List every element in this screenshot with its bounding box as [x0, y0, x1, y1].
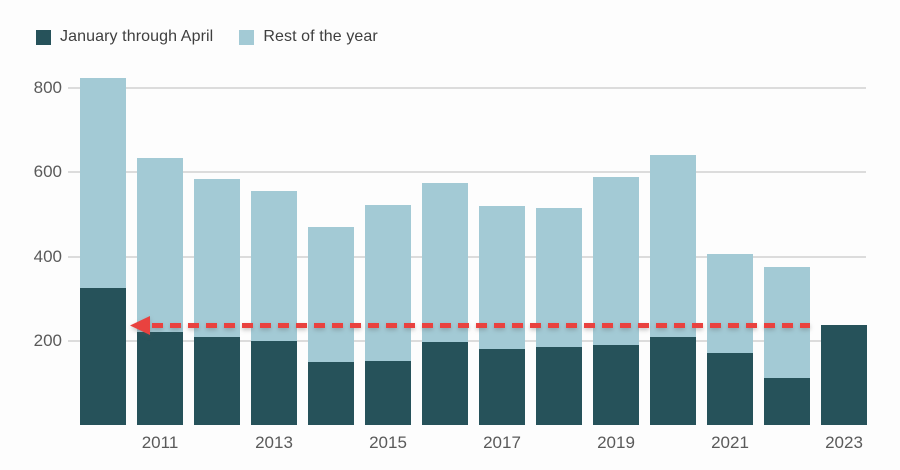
bar-2011: [137, 157, 183, 425]
bar-2022-rest-of-year: [764, 267, 810, 378]
bar-2020: [650, 155, 696, 425]
x-axis-tick-2013: 2013: [255, 433, 293, 452]
bar-2021: [707, 254, 753, 425]
bar-2010-rest-of-year: [80, 77, 126, 289]
bar-2015-rest-of-year: [365, 205, 411, 361]
y-axis-tick-400: 400: [33, 246, 62, 266]
bar-2021-rest-of-year: [707, 254, 753, 353]
bar-2020-january-through-april: [650, 336, 696, 425]
bar-2019-january-through-april: [593, 345, 639, 425]
bar-2016: [422, 182, 468, 425]
bar-2023-january-through-april: [821, 324, 867, 425]
bar-2010: [80, 77, 126, 425]
bar-2022: [764, 267, 810, 425]
bar-2016-january-through-april: [422, 341, 468, 425]
bar-2010-january-through-april: [80, 288, 126, 425]
y-axis-tick-200: 200: [33, 330, 62, 350]
x-axis-tick-2021: 2021: [711, 433, 749, 452]
legend-swatch-light: [239, 29, 255, 45]
y-axis-tick-800: 800: [33, 78, 62, 97]
y-axis-tick-600: 600: [33, 162, 62, 182]
bar-2013-rest-of-year: [251, 191, 297, 341]
bar-2014: [308, 227, 354, 425]
bar-2012-rest-of-year: [194, 178, 240, 337]
legend-item-january-through-april: January through April: [36, 28, 213, 46]
bar-2018: [536, 208, 582, 425]
bar-2016-rest-of-year: [422, 182, 468, 342]
bar-2019-rest-of-year: [593, 176, 639, 345]
bar-2022-january-through-april: [764, 377, 810, 425]
bar-2012-january-through-april: [194, 336, 240, 425]
x-axis-tick-2015: 2015: [369, 433, 407, 452]
chart-legend: January through April Rest of the year: [36, 28, 378, 46]
bar-2021-january-through-april: [707, 352, 753, 425]
bar-2019: [593, 176, 639, 425]
bar-2018-rest-of-year: [536, 208, 582, 348]
legend-label: Rest of the year: [263, 28, 378, 45]
legend-item-rest-of-year: Rest of the year: [239, 28, 378, 46]
bar-2013: [251, 191, 297, 425]
legend-swatch-dark: [36, 29, 51, 45]
bar-2012: [194, 178, 240, 425]
bar-2011-rest-of-year: [137, 157, 183, 333]
x-axis-tick-2011: 2011: [141, 433, 179, 452]
x-axis-tick-2019: 2019: [597, 433, 635, 452]
bar-2023: [821, 324, 867, 425]
gridline-800: [68, 87, 866, 89]
bar-2015-january-through-april: [365, 361, 411, 425]
bar-2015: [365, 205, 411, 425]
bar-2011-january-through-april: [137, 332, 183, 425]
bar-2014-rest-of-year: [308, 227, 354, 362]
x-axis-tick-2017: 2017: [483, 433, 521, 452]
bar-2018-january-through-april: [536, 347, 582, 425]
bar-2013-january-through-april: [251, 340, 297, 425]
gridline-600: [68, 171, 866, 174]
legend-label: January through April: [60, 28, 214, 45]
x-axis-tick-2023: 2023: [825, 433, 863, 452]
bar-2017-rest-of-year: [479, 206, 525, 350]
bar-2020-rest-of-year: [650, 155, 696, 337]
bar-2014-january-through-april: [308, 361, 354, 425]
bar-2017: [479, 206, 525, 425]
bar-2017-january-through-april: [479, 349, 525, 425]
